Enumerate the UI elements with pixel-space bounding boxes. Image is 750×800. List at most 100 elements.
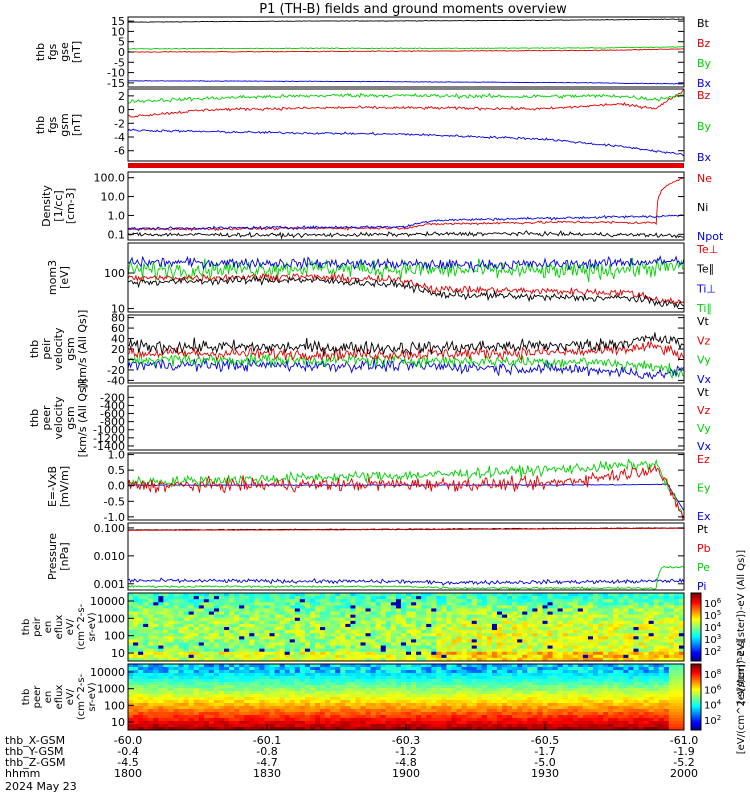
colorbar-segment — [691, 618, 701, 621]
heatmap-cell — [496, 630, 503, 634]
heatmap-cell — [385, 694, 392, 698]
heatmap-cell — [375, 715, 382, 719]
heatmap-cell — [441, 682, 447, 686]
heatmap-cell — [400, 682, 407, 686]
heatmap-cell — [178, 623, 184, 628]
heatmap-cell — [198, 718, 205, 722]
heatmap-cell — [471, 679, 478, 683]
heatmap-cell — [244, 654, 250, 659]
panel-frame — [127, 16, 685, 88]
heatmap-cell — [653, 627, 660, 631]
heatmap-cell — [138, 715, 144, 719]
heatmap-cell — [542, 715, 548, 719]
heatmap-cell — [315, 679, 321, 683]
heatmap-cell — [527, 718, 533, 722]
heatmap-cell — [133, 703, 139, 707]
heatmap-cell — [138, 670, 144, 674]
heatmap-cell — [431, 593, 437, 597]
heatmap-cell — [309, 596, 316, 600]
heatmap-cell — [158, 679, 164, 683]
heatmap-cell — [512, 694, 518, 698]
heatmap-cell — [638, 633, 644, 637]
heatmap-cell — [325, 688, 331, 692]
heatmap-cell — [426, 670, 432, 674]
heatmap-cell — [234, 712, 240, 716]
heatmap-cell — [375, 724, 382, 728]
heatmap-cell — [128, 700, 134, 704]
heatmap-cell — [239, 617, 245, 622]
heatmap-cell — [411, 727, 417, 731]
heatmap-cell — [345, 715, 351, 719]
heatmap-cell — [628, 709, 634, 713]
heatmap-cell — [274, 648, 281, 653]
heatmap-cell — [406, 712, 412, 716]
heatmap-cell — [208, 706, 215, 710]
heatmap-cell — [603, 706, 609, 710]
heatmap-cell — [537, 654, 543, 659]
heatmap-cell — [375, 676, 382, 680]
heatmap-cell — [380, 676, 387, 680]
heatmap-cell — [542, 697, 548, 701]
heatmap-cell — [517, 651, 523, 656]
heatmap-cell — [234, 691, 240, 695]
heatmap-cell — [133, 694, 139, 698]
heatmap-cell — [269, 651, 275, 656]
heatmap-cell — [213, 611, 220, 616]
heatmap-cell — [309, 605, 316, 609]
heatmap-cell — [390, 602, 397, 606]
heatmap-cell — [416, 673, 422, 677]
heatmap-cell — [284, 703, 291, 707]
heatmap-cell — [628, 697, 634, 701]
heatmap-cell — [330, 593, 336, 597]
heatmap-cell — [350, 611, 356, 616]
heatmap-cell — [406, 724, 412, 728]
heatmap-cell — [481, 630, 488, 634]
heatmap-cell — [426, 633, 432, 637]
heatmap-cell — [522, 679, 528, 683]
heatmap-cell — [451, 664, 457, 668]
heatmap-cell — [380, 605, 387, 609]
heatmap-cell — [461, 706, 468, 710]
heatmap-cell — [304, 642, 311, 646]
heatmap-cell — [598, 688, 604, 692]
heatmap-cell — [426, 651, 432, 656]
heatmap-cell — [218, 602, 225, 606]
heatmap-cell — [224, 633, 230, 637]
heatmap-cell — [673, 605, 680, 609]
heatmap-cell — [456, 712, 462, 716]
heatmap-cell — [643, 685, 650, 689]
heatmap-cell — [178, 593, 184, 597]
heatmap-cell — [406, 706, 412, 710]
heatmap-cell — [421, 599, 427, 603]
heatmap-cell — [380, 639, 387, 643]
heatmap-cell — [436, 694, 442, 698]
heatmap-cell — [330, 599, 336, 603]
heatmap-cell — [143, 636, 149, 640]
heatmap-cell — [542, 651, 548, 656]
heatmap-cell — [183, 682, 190, 686]
heatmap-cell — [178, 685, 184, 689]
heatmap-cell — [426, 664, 432, 668]
heatmap-cell — [128, 648, 134, 653]
heatmap-cell — [143, 700, 149, 704]
heatmap-cell — [234, 639, 240, 643]
heatmap-cell — [633, 718, 639, 722]
heatmap-cell — [148, 700, 154, 704]
heatmap-cell — [239, 706, 245, 710]
heatmap-cell — [375, 700, 382, 704]
ylabel-line: eflux — [54, 685, 65, 710]
heatmap-cell — [128, 697, 134, 701]
ylabel-line: thb — [34, 116, 47, 134]
heatmap-cell — [244, 611, 250, 616]
heatmap-cell — [345, 685, 351, 689]
heatmap-cell — [213, 630, 220, 634]
heatmap-cell — [320, 724, 326, 728]
heatmap-cell — [370, 599, 377, 603]
heatmap-cell — [370, 620, 377, 625]
heatmap-cell — [547, 694, 553, 698]
heatmap-cell — [294, 645, 301, 650]
heatmap-cell — [598, 651, 604, 656]
heatmap-cell — [613, 657, 619, 662]
heatmap-cell — [330, 691, 336, 695]
heatmap-cell — [426, 721, 432, 725]
